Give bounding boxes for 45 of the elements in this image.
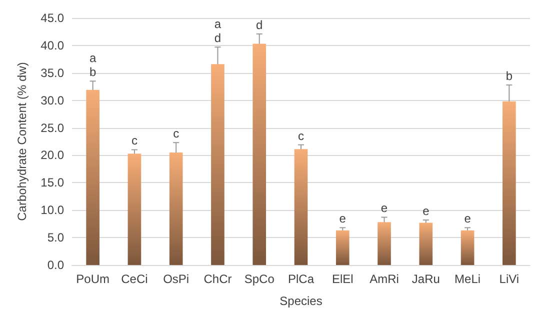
y-tick-label: 25.0 — [40, 120, 64, 135]
bar — [294, 149, 308, 265]
bar — [169, 152, 183, 265]
y-axis-title: Carbohydrate Content (% dw) — [15, 62, 29, 221]
x-tick-label: ElEl — [332, 272, 354, 286]
bar — [336, 230, 350, 265]
bar — [128, 154, 142, 265]
y-tick-label: 0.0 — [47, 258, 64, 272]
bar — [378, 222, 391, 265]
annotation: e — [464, 212, 472, 226]
x-tick-label: SpCo — [244, 272, 275, 286]
x-tick-label: JaRu — [412, 272, 440, 286]
bar — [252, 44, 266, 265]
x-tick-label: MeLi — [454, 272, 481, 286]
x-tick-label: PlCa — [288, 272, 314, 286]
annotation: e — [380, 201, 388, 216]
annotation: c — [131, 134, 138, 148]
y-tick-label: 10.0 — [40, 203, 64, 218]
annotation: e — [422, 204, 430, 218]
x-tick-label: PoUm — [76, 272, 110, 286]
annotation: d — [256, 18, 263, 32]
bar — [460, 230, 474, 265]
bar — [211, 64, 224, 265]
annotation: a b — [89, 51, 96, 80]
x-tick-label: ChCr — [204, 272, 232, 286]
x-tick-label: AmRi — [370, 272, 399, 286]
x-tick-label: CeCi — [121, 272, 148, 286]
annotation: c — [173, 126, 180, 141]
x-tick-label: LiVi — [499, 272, 520, 286]
x-tick-label: OsPi — [163, 272, 190, 286]
y-tick-label: 35.0 — [40, 66, 64, 80]
bar — [86, 90, 100, 265]
y-tick-label: 15.0 — [40, 176, 64, 190]
annotation: c — [298, 128, 304, 143]
annotation: a d — [214, 17, 222, 46]
y-tick-label: 45.0 — [40, 11, 64, 25]
bar — [502, 101, 516, 265]
y-tick-label: 30.0 — [40, 93, 64, 108]
annotation: b — [506, 68, 513, 83]
y-tick-label: 20.0 — [40, 148, 64, 162]
y-tick-label: 40.0 — [40, 38, 64, 52]
x-axis-title: Species — [280, 294, 322, 308]
y-tick-label: 5.0 — [47, 230, 64, 245]
annotation: e — [339, 212, 346, 226]
bar — [419, 222, 433, 265]
